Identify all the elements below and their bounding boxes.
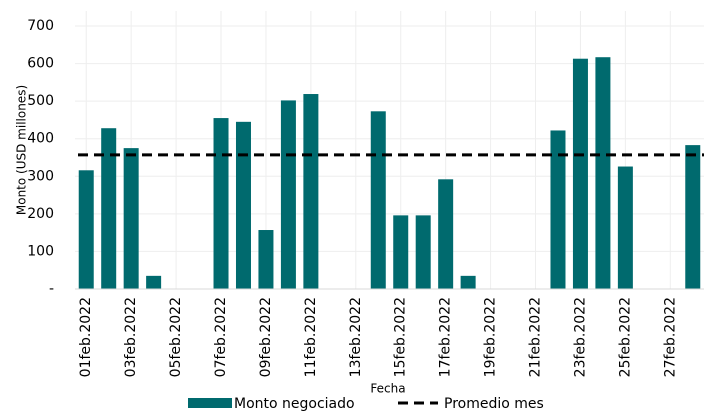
bar — [258, 230, 274, 289]
bar — [550, 130, 566, 289]
bar — [78, 170, 94, 289]
bar — [303, 94, 319, 289]
x-tick-label: 05feb.2022 — [168, 297, 184, 377]
bar — [460, 275, 476, 289]
x-tick-label: 01feb.2022 — [78, 297, 94, 377]
x-tick-label: 11feb.2022 — [303, 297, 319, 377]
bar — [438, 179, 454, 289]
x-tick-label: 07feb.2022 — [213, 297, 229, 377]
y-tick-label: 300 — [27, 168, 54, 184]
bar — [685, 145, 701, 289]
x-tick-label: 03feb.2022 — [123, 297, 139, 377]
bar — [146, 275, 162, 289]
x-tick-label: 15feb.2022 — [393, 297, 409, 377]
x-tick-label: 19feb.2022 — [483, 297, 499, 377]
bar — [370, 111, 386, 289]
x-tick-label: 17feb.2022 — [438, 297, 454, 377]
bar — [617, 166, 633, 289]
legend-label: Promedio mes — [444, 396, 544, 411]
x-axis-label: Fecha — [370, 382, 405, 396]
y-axis-label: Monto (USD millones) — [15, 85, 29, 215]
x-tick-label: 25feb.2022 — [617, 297, 633, 377]
x-tick-label: 27feb.2022 — [662, 297, 678, 377]
bar — [235, 121, 251, 289]
legend-label: Monto negociado — [234, 396, 355, 411]
legend-swatch — [188, 398, 232, 408]
x-tick-label: 21feb.2022 — [528, 297, 544, 377]
bar — [393, 215, 409, 289]
y-tick-label: 100 — [27, 243, 54, 259]
y-tick-label: - — [49, 281, 54, 297]
x-tick-label: 23feb.2022 — [572, 297, 588, 377]
y-tick-label: 400 — [27, 131, 54, 147]
bar — [595, 57, 611, 290]
x-tick-label: 13feb.2022 — [348, 297, 364, 377]
bar — [123, 148, 139, 289]
y-tick-label: 500 — [27, 93, 54, 109]
bar — [572, 58, 588, 289]
bar — [101, 128, 117, 289]
y-tick-label: 200 — [27, 206, 54, 222]
bar — [280, 100, 296, 289]
bar — [415, 215, 431, 289]
y-tick-label: 700 — [27, 18, 54, 34]
x-tick-label: 09feb.2022 — [258, 297, 274, 377]
y-tick-label: 600 — [27, 56, 54, 72]
bar — [213, 118, 229, 289]
